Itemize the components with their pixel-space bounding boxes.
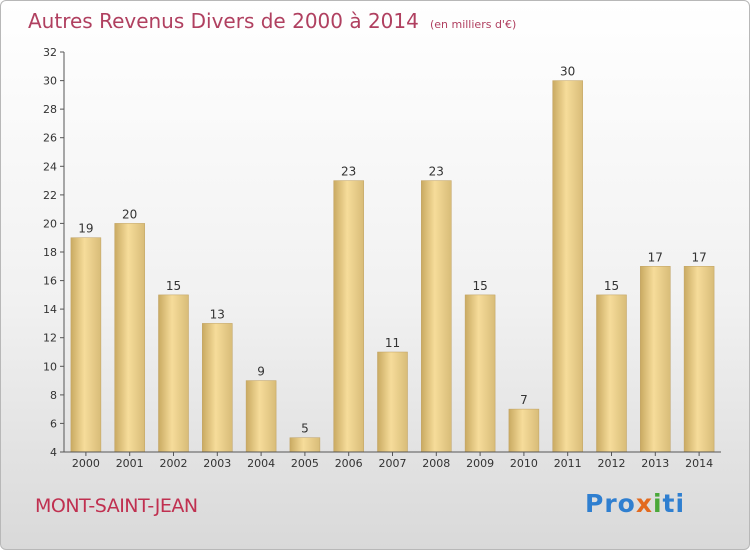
brand-logo-part: ti bbox=[662, 489, 686, 518]
bar-value-label: 7 bbox=[520, 393, 528, 407]
y-tick-label: 26 bbox=[43, 132, 57, 145]
place-name: MONT-SAINT-JEAN bbox=[35, 495, 198, 517]
x-tick-label: 2006 bbox=[335, 457, 363, 470]
bar-value-label: 17 bbox=[691, 250, 706, 264]
bar-2004 bbox=[245, 380, 277, 453]
x-tick-label: 2003 bbox=[203, 457, 231, 470]
chart-title: Autres Revenus Divers de 2000 à 2014 bbox=[28, 9, 419, 33]
bar-value-label: 9 bbox=[257, 365, 265, 379]
bar-value-label: 19 bbox=[78, 222, 93, 236]
bar-value-label: 11 bbox=[385, 336, 400, 350]
y-tick-label: 10 bbox=[43, 360, 57, 373]
x-tick-label: 2000 bbox=[72, 457, 100, 470]
x-tick-label: 2014 bbox=[685, 457, 713, 470]
bar-value-label: 20 bbox=[122, 207, 137, 221]
y-tick-label: 20 bbox=[43, 217, 57, 230]
bar-2010 bbox=[508, 408, 540, 453]
bar-value-label: 5 bbox=[301, 422, 309, 436]
x-tick-label: 2004 bbox=[247, 457, 275, 470]
bar-value-label: 15 bbox=[472, 279, 487, 293]
y-tick-label: 6 bbox=[50, 417, 57, 430]
x-tick-label: 2005 bbox=[291, 457, 319, 470]
brand-logo-part: Pro bbox=[585, 489, 636, 518]
brand-logo-part: x bbox=[635, 489, 653, 518]
bar-2009 bbox=[464, 294, 496, 453]
y-tick-label: 24 bbox=[43, 160, 57, 173]
bar-2005 bbox=[289, 437, 321, 453]
y-tick-label: 30 bbox=[43, 75, 57, 88]
bar-value-label: 13 bbox=[210, 307, 225, 321]
bar-value-label: 23 bbox=[341, 165, 356, 179]
x-tick-label: 2010 bbox=[510, 457, 538, 470]
bar-2013 bbox=[640, 266, 671, 453]
chart-title-block: Autres Revenus Divers de 2000 à 2014 (en… bbox=[28, 9, 516, 33]
y-tick-label: 12 bbox=[43, 332, 57, 345]
y-tick-label: 14 bbox=[43, 303, 57, 316]
y-tick-label: 32 bbox=[43, 46, 57, 59]
y-tick-label: 4 bbox=[50, 446, 57, 459]
x-tick-label: 2001 bbox=[116, 457, 144, 470]
y-tick-label: 18 bbox=[43, 246, 57, 259]
bar-2007 bbox=[377, 351, 408, 453]
x-tick-label: 2009 bbox=[466, 457, 494, 470]
bar-value-label: 17 bbox=[648, 250, 663, 264]
bar-2011 bbox=[552, 80, 583, 453]
bar-2008 bbox=[421, 180, 452, 453]
chart-unit: (en milliers d'€) bbox=[429, 18, 517, 31]
bar-value-label: 23 bbox=[429, 165, 444, 179]
brand-logo-part: i bbox=[652, 489, 663, 518]
bar-2006 bbox=[333, 180, 364, 453]
x-tick-label: 2002 bbox=[160, 457, 188, 470]
bar-value-label: 15 bbox=[604, 279, 619, 293]
y-tick-label: 8 bbox=[50, 389, 57, 402]
bar-2014 bbox=[683, 266, 715, 453]
bar-value-label: 30 bbox=[560, 65, 575, 79]
bar-2002 bbox=[158, 294, 189, 453]
bar-value-label: 15 bbox=[166, 279, 181, 293]
x-tick-label: 2008 bbox=[422, 457, 450, 470]
bar-2003 bbox=[202, 323, 233, 453]
y-tick-label: 16 bbox=[43, 275, 57, 288]
y-tick-label: 28 bbox=[43, 103, 57, 116]
bar-2012 bbox=[596, 294, 627, 453]
x-tick-label: 2007 bbox=[379, 457, 407, 470]
y-tick-label: 22 bbox=[43, 189, 57, 202]
bar-2001 bbox=[114, 223, 145, 453]
x-tick-label: 2011 bbox=[554, 457, 582, 470]
bar-2000 bbox=[70, 237, 102, 453]
x-tick-label: 2013 bbox=[641, 457, 669, 470]
x-tick-label: 2012 bbox=[598, 457, 626, 470]
brand-logo: Proxiti bbox=[585, 489, 685, 518]
